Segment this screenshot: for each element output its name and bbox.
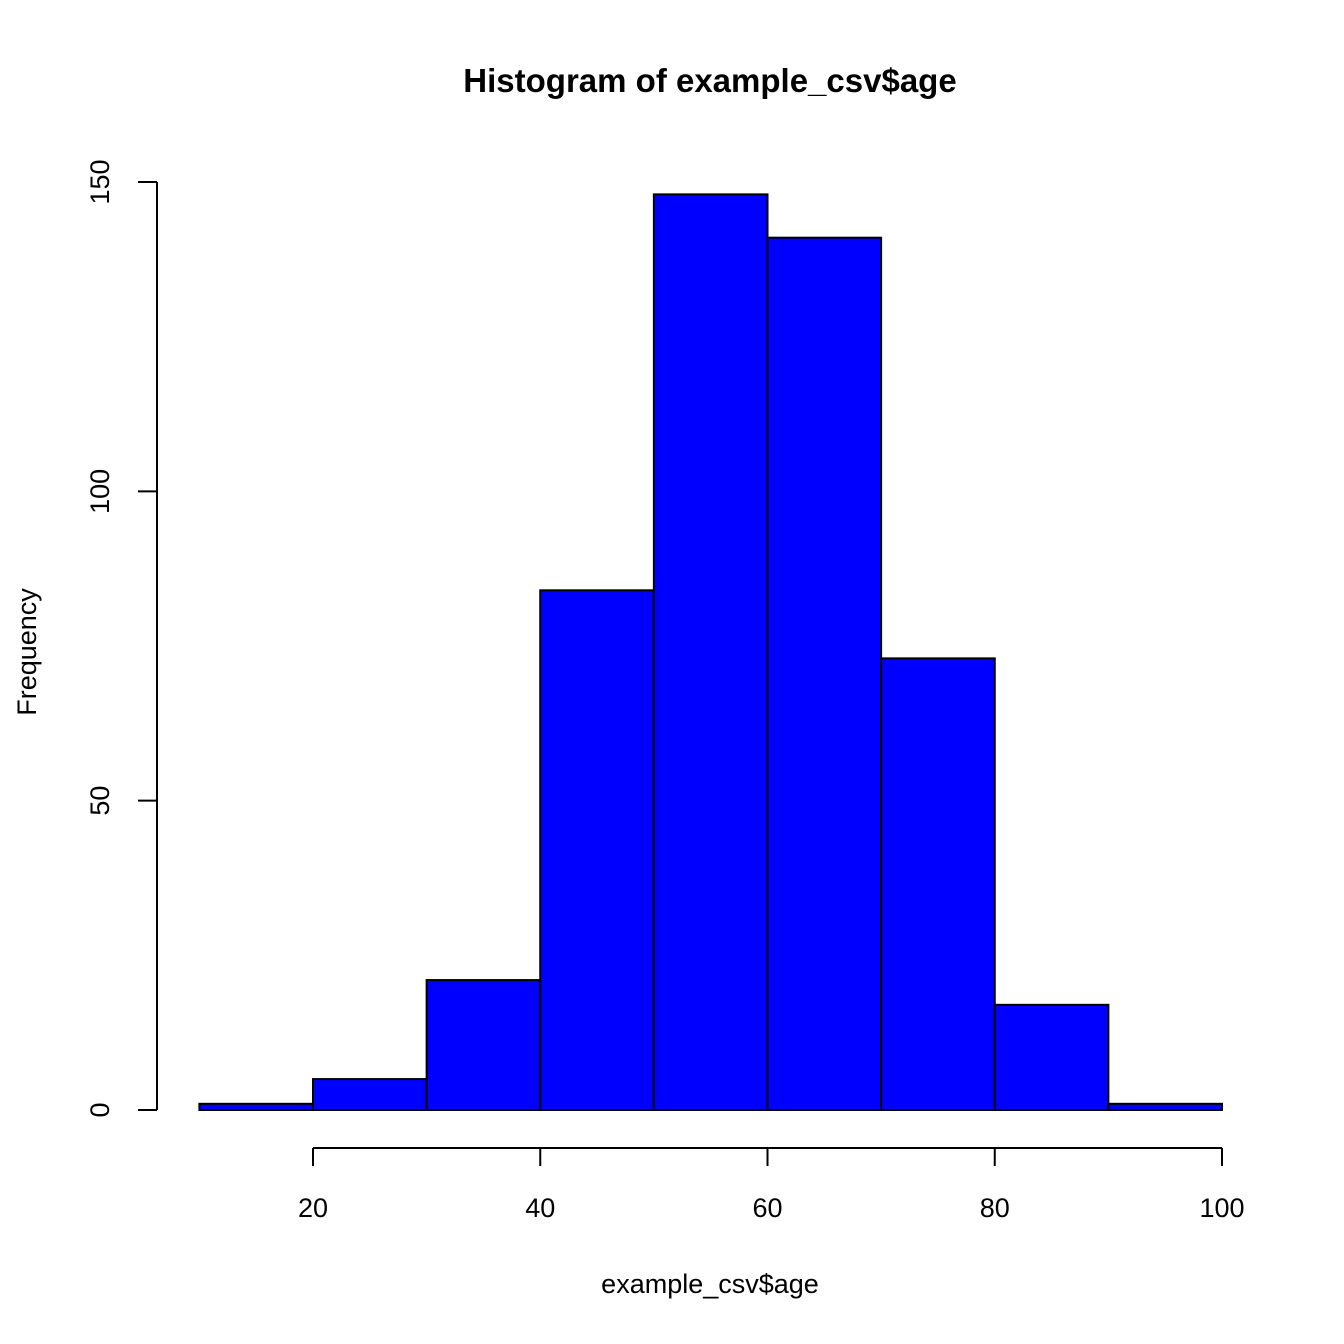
histogram-bar-0 [198,1102,314,1112]
bars-group [198,193,1223,1112]
y-tick-label: 150 [85,159,115,204]
x-tick-label: 60 [752,1193,782,1223]
histogram-bar-1 [312,1078,428,1111]
y-tick-label: 100 [85,469,115,514]
y-axis-label: Frequency [12,588,42,716]
histogram-bar-3 [539,589,655,1111]
x-tick-label: 20 [298,1193,328,1223]
histogram-bar-4 [652,193,769,1111]
histogram-bar-8 [1107,1102,1223,1112]
chart-title: Histogram of example_csv$age [463,62,956,99]
histogram-bar-6 [880,657,996,1112]
y-axis: 0 50 100 150 [85,159,158,1118]
x-axis-label: example_csv$age [601,1269,819,1299]
y-tick-label: 0 [85,1102,115,1117]
x-tick-label: 80 [980,1193,1010,1223]
y-tick-label: 50 [85,786,115,816]
x-axis: 20 40 60 80 100 [298,1147,1245,1223]
histogram-bar-2 [425,979,542,1112]
x-tick-label: 40 [525,1193,555,1223]
x-tick-label: 100 [1199,1193,1244,1223]
histogram-bar-5 [766,236,883,1111]
histogram-bar-7 [993,1003,1110,1111]
